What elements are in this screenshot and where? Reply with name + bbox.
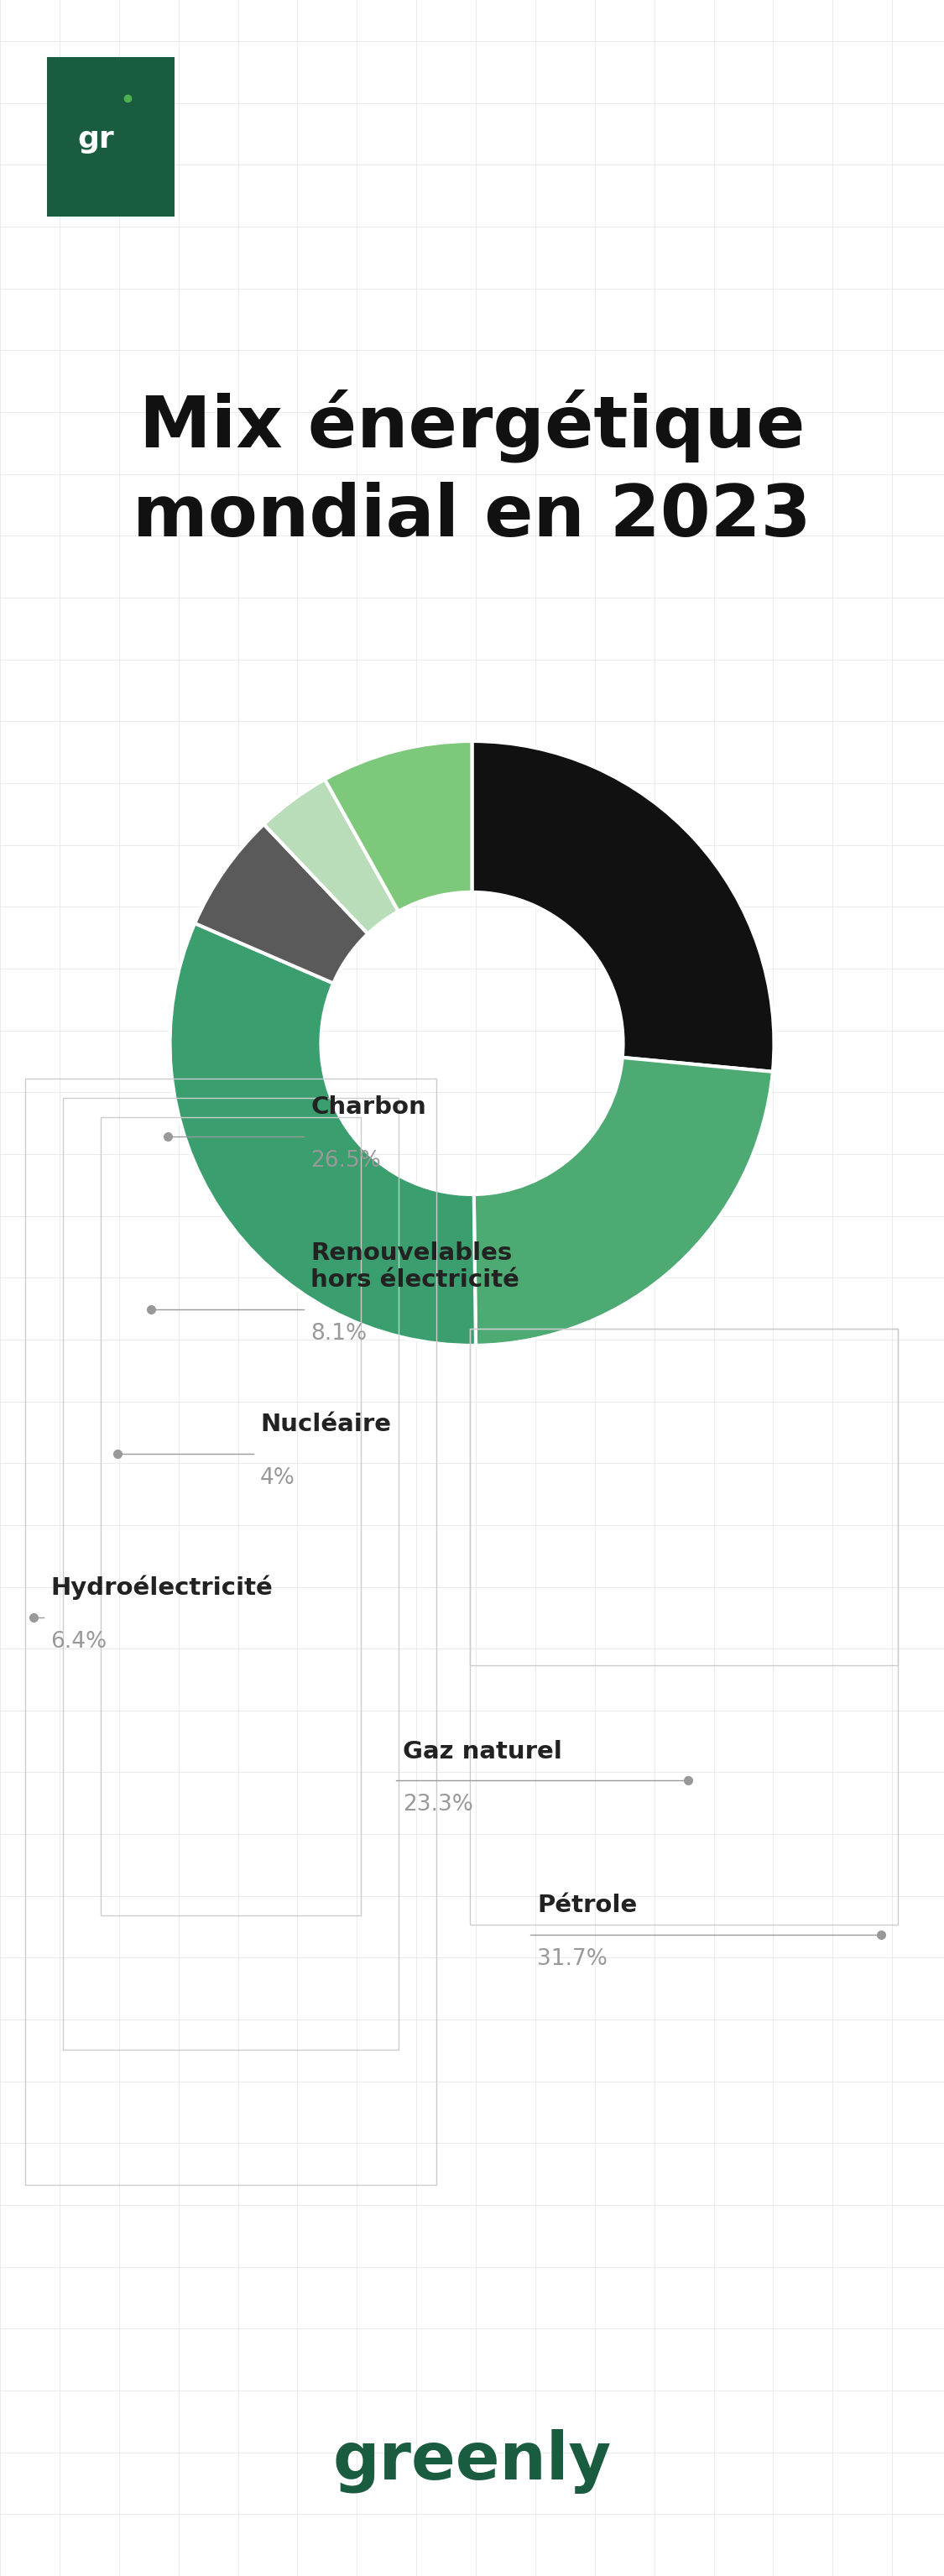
Bar — [470, 1329, 898, 1924]
Text: Gaz naturel: Gaz naturel — [403, 1739, 562, 1762]
Text: gr: gr — [77, 126, 114, 155]
Text: Nucléaire: Nucléaire — [261, 1412, 391, 1437]
Text: Charbon: Charbon — [311, 1095, 426, 1118]
Wedge shape — [170, 922, 476, 1345]
Bar — [25, 1079, 436, 2184]
Text: Pétrole: Pétrole — [537, 1893, 637, 1917]
Wedge shape — [263, 781, 398, 933]
Text: 4%: 4% — [261, 1466, 295, 1489]
Wedge shape — [474, 1059, 773, 1345]
Text: Renouvelables
hors électricité: Renouvelables hors électricité — [311, 1242, 519, 1293]
Wedge shape — [472, 742, 774, 1072]
Wedge shape — [194, 824, 368, 984]
Bar — [470, 1329, 898, 1664]
Text: 23.3%: 23.3% — [403, 1793, 473, 1816]
Text: 26.5%: 26.5% — [311, 1149, 380, 1172]
Text: 31.7%: 31.7% — [537, 1947, 607, 1971]
Bar — [63, 1097, 398, 2050]
Text: 6.4%: 6.4% — [50, 1631, 107, 1651]
Bar — [101, 1118, 361, 1914]
Wedge shape — [325, 742, 472, 912]
Text: Hydroélectricité: Hydroélectricité — [50, 1574, 273, 1600]
Text: 8.1%: 8.1% — [311, 1321, 367, 1345]
Text: greenly: greenly — [332, 2429, 612, 2494]
FancyBboxPatch shape — [35, 44, 187, 229]
Text: Mix énergétique
mondial en 2023: Mix énergétique mondial en 2023 — [133, 389, 811, 551]
